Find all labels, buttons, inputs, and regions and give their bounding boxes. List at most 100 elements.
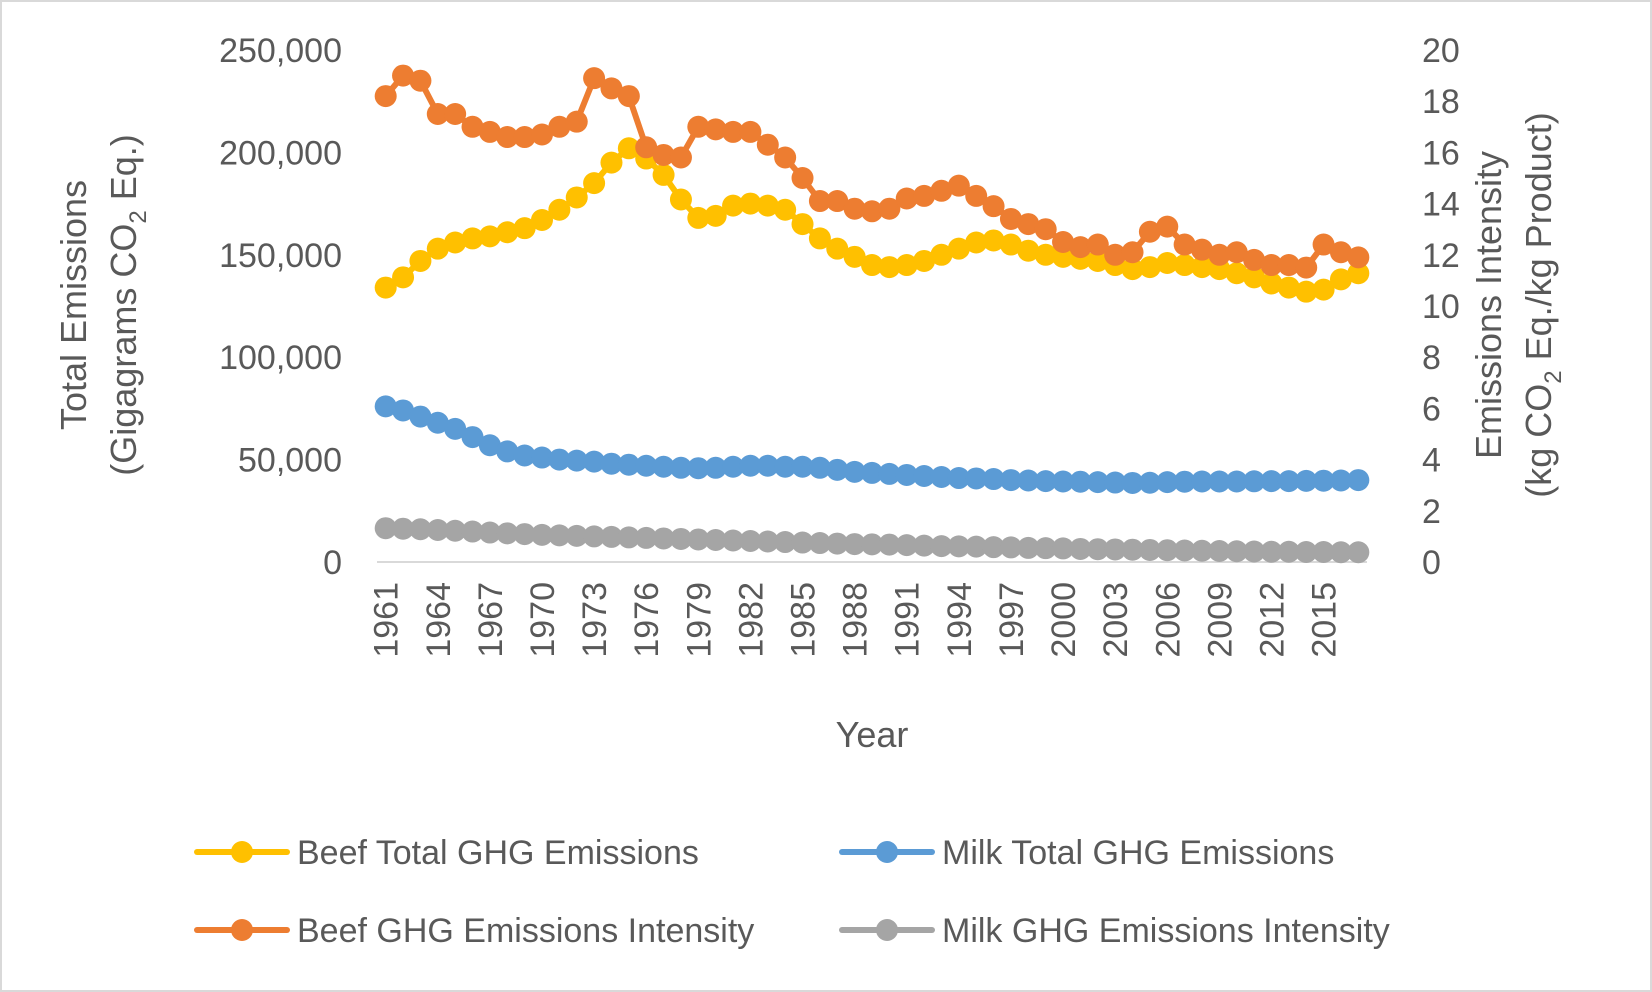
data-point — [808, 456, 831, 479]
x-tick-label: 1976 — [628, 582, 666, 658]
data-point — [426, 103, 449, 125]
data-point — [565, 110, 588, 133]
data-point — [1329, 541, 1352, 564]
data-point — [1260, 254, 1283, 277]
data-point — [565, 449, 588, 472]
data-point — [913, 534, 936, 557]
data-point — [392, 266, 415, 289]
data-point — [1121, 241, 1144, 264]
data-point — [687, 457, 710, 480]
data-point — [1191, 238, 1213, 261]
data-point — [895, 463, 918, 486]
data-point — [756, 454, 779, 477]
legend-swatch-marker — [231, 919, 253, 941]
data-point — [478, 120, 501, 143]
data-point — [1138, 256, 1161, 279]
data-point — [861, 533, 883, 556]
data-point — [965, 231, 988, 254]
y-left-tick-label: 200,000 — [219, 134, 342, 172]
data-point — [739, 192, 762, 215]
data-point — [774, 531, 797, 554]
data-point — [617, 453, 640, 476]
y-left-tick-label: 50,000 — [238, 442, 342, 480]
data-point — [583, 172, 606, 195]
data-point — [1295, 541, 1318, 564]
y-right-tick-label: 10 — [1422, 288, 1460, 326]
x-tick-label: 2009 — [1201, 582, 1239, 658]
data-point — [843, 197, 866, 220]
data-point — [1017, 213, 1040, 236]
x-tick-label: 1988 — [837, 582, 875, 658]
data-point — [478, 521, 501, 544]
legend-swatch-marker — [876, 841, 898, 863]
data-point — [1034, 537, 1057, 560]
data-point — [652, 455, 675, 478]
y-right-tick-label: 2 — [1422, 493, 1441, 531]
y-right-tick-label: 16 — [1422, 134, 1460, 172]
data-point — [999, 536, 1022, 559]
data-point — [1225, 540, 1248, 563]
data-point — [843, 245, 866, 268]
data-point — [444, 519, 467, 542]
data-point — [1243, 248, 1266, 271]
x-tick-label: 1973 — [576, 582, 614, 658]
data-point — [617, 85, 640, 108]
data-point — [496, 221, 519, 244]
data-point — [565, 524, 588, 547]
data-point — [1138, 220, 1161, 243]
data-point — [496, 522, 519, 545]
data-point — [1243, 470, 1266, 493]
data-point — [1104, 243, 1127, 266]
data-point — [1069, 236, 1092, 259]
data-point — [635, 136, 658, 159]
data-point — [739, 120, 762, 143]
y-right-tick-label: 4 — [1422, 442, 1441, 480]
data-point — [1138, 538, 1161, 561]
y-left-tick-label: 100,000 — [219, 339, 342, 377]
y-left-tick-label: 250,000 — [219, 32, 342, 70]
data-point — [843, 533, 866, 556]
data-point — [808, 532, 831, 555]
data-point — [1138, 471, 1161, 494]
data-point — [1225, 470, 1248, 493]
data-point — [913, 464, 936, 487]
data-point — [999, 207, 1022, 230]
data-point — [496, 126, 519, 149]
data-point — [1277, 540, 1300, 563]
data-point — [1243, 540, 1266, 563]
data-point — [392, 399, 415, 422]
legend-swatch-marker — [876, 919, 898, 941]
x-tick-label: 2015 — [1306, 582, 1344, 658]
data-point — [409, 69, 432, 92]
y-right-tick-label: 12 — [1422, 237, 1460, 275]
data-point — [1052, 470, 1075, 493]
data-point — [1329, 469, 1352, 492]
data-point — [1277, 276, 1300, 299]
data-point — [1121, 258, 1144, 281]
data-point — [1243, 266, 1266, 289]
data-point — [739, 454, 762, 477]
data-point — [704, 528, 727, 551]
data-point — [965, 467, 988, 490]
data-point — [1208, 243, 1231, 266]
legend-label: Beef GHG Emissions Intensity — [297, 912, 754, 950]
x-tick-label: 1985 — [785, 582, 823, 658]
data-point — [965, 535, 988, 558]
x-tick-label: 2012 — [1253, 582, 1291, 658]
data-point — [930, 179, 953, 202]
data-point — [1017, 536, 1040, 559]
data-point — [895, 187, 918, 210]
data-point — [583, 450, 606, 473]
legend-label: Milk GHG Emissions Intensity — [942, 912, 1390, 950]
data-point — [1347, 469, 1370, 492]
data-point — [513, 444, 536, 467]
data-point — [1347, 246, 1370, 269]
data-point — [687, 115, 710, 138]
data-point — [878, 256, 901, 279]
data-point — [1312, 469, 1335, 492]
data-point — [1173, 254, 1196, 277]
data-point — [704, 456, 727, 479]
data-point — [1173, 539, 1196, 562]
data-point — [1225, 241, 1248, 264]
